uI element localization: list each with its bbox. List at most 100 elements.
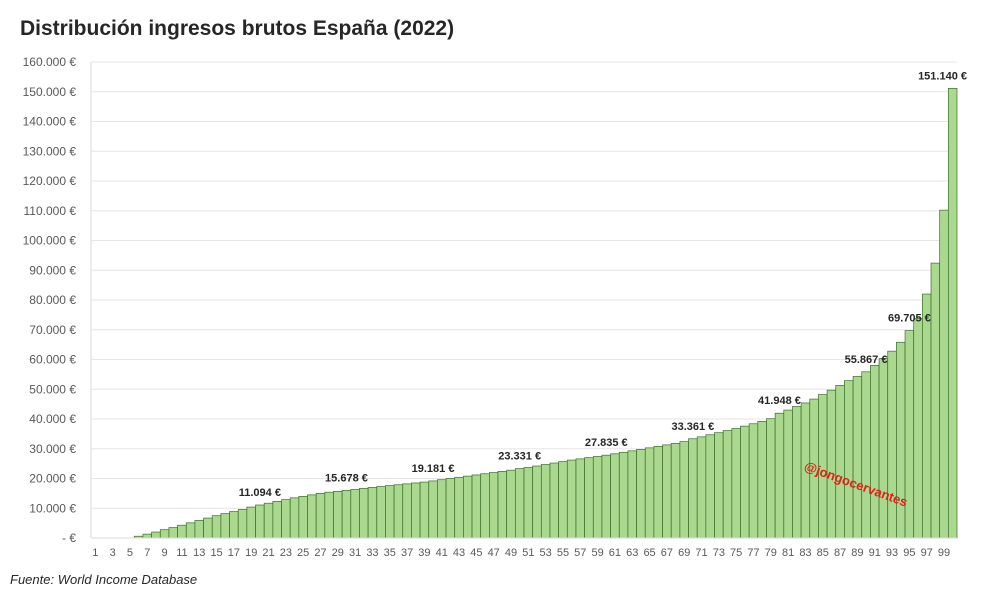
x-tick-label: 51 [522,547,534,559]
bar [341,490,352,539]
bar [203,517,213,539]
x-tick-label: 73 [713,547,725,559]
bar [480,473,490,539]
bar [644,447,655,539]
bar [766,418,776,539]
x-tick-label: 53 [540,547,552,559]
bar [584,457,594,539]
y-tick-label: 70.000 € [29,323,76,337]
x-tick-label: 27 [314,547,326,559]
x-tick-label: 15 [210,547,222,559]
data-label: 151.140 € [918,70,967,82]
data-label: 55.867 € [845,354,888,366]
bar [861,371,871,539]
bar [792,406,802,539]
y-axis-ticks: - € 10.000 € 20.000 € 30.000 € 40.000 € 50.00… [23,55,77,545]
bar [540,464,551,539]
bar [887,350,897,539]
bar [437,479,447,539]
bar [852,376,863,539]
bars [133,88,958,539]
x-tick-label: 85 [817,547,829,559]
y-tick-label: 60.000 € [29,353,76,367]
bar [610,453,620,539]
bar [307,494,317,539]
x-tick-label: 7 [144,547,150,559]
x-tick-label: 5 [127,547,133,559]
bar [359,487,369,539]
x-tick-label: 39 [418,547,430,559]
x-tick-label: 91 [869,547,881,559]
bar [411,482,421,539]
x-tick-label: 61 [609,547,621,559]
bar [653,446,663,539]
bar [229,511,239,539]
bar [714,432,724,539]
x-tick-label: 33 [366,547,378,559]
x-tick-label: 37 [401,547,413,559]
bar [558,461,568,539]
y-tick-label: 80.000 € [29,293,76,307]
x-tick-label: 75 [730,547,742,559]
y-tick-label: 10.000 € [29,501,76,515]
x-tick-label: 55 [557,547,569,559]
bar [618,451,629,539]
x-tick-label: 23 [280,547,292,559]
bar [419,481,430,539]
bar [783,409,793,539]
bar [514,468,525,539]
x-tick-label: 3 [110,547,116,559]
x-tick-label: 87 [834,547,846,559]
x-tick-label: 9 [162,547,168,559]
x-tick-label: 79 [765,547,777,559]
y-tick-label: 40.000 € [29,412,76,426]
y-tick-label: - € [62,531,76,545]
bar [454,476,464,539]
x-tick-label: 17 [228,547,240,559]
bar [402,483,412,539]
bar [168,527,178,539]
bar [246,506,256,539]
bar [566,459,577,539]
x-tick-label: 11 [176,547,187,559]
bar [549,462,559,539]
data-label: 27.835 € [585,437,628,449]
x-tick-label: 97 [921,547,933,559]
x-tick-label: 93 [886,547,898,559]
x-tick-label: 41 [436,547,448,559]
gridlines [91,61,957,509]
x-tick-label: 35 [384,547,396,559]
bar [705,434,715,539]
x-tick-label: 59 [591,547,603,559]
bar [159,529,170,539]
bar [826,389,837,539]
data-label: 15.678 € [325,472,368,484]
chart-title: Distribución ingresos brutos España (202… [20,17,455,40]
x-tick-label: 47 [488,547,500,559]
bar [489,472,499,539]
bar [679,441,689,539]
bar [939,209,949,539]
data-label: 33.361 € [671,421,714,433]
bar [177,524,187,539]
bar [740,425,750,539]
data-label: 11.094 € [239,487,281,499]
bar [532,465,542,539]
bar [445,478,456,539]
bar [913,318,923,539]
x-tick-label: 69 [678,547,690,559]
bar [930,262,941,539]
bar [263,502,274,539]
bar [748,423,759,539]
y-tick-label: 110.000 € [24,204,77,218]
bar [722,430,733,539]
x-tick-label: 83 [799,547,811,559]
bar [835,385,845,539]
bar [142,533,152,539]
y-tick-label: 140.000 € [23,115,77,129]
bar [324,491,334,539]
x-tick-label: 95 [903,547,915,559]
bar [333,491,343,539]
bar [281,499,291,539]
